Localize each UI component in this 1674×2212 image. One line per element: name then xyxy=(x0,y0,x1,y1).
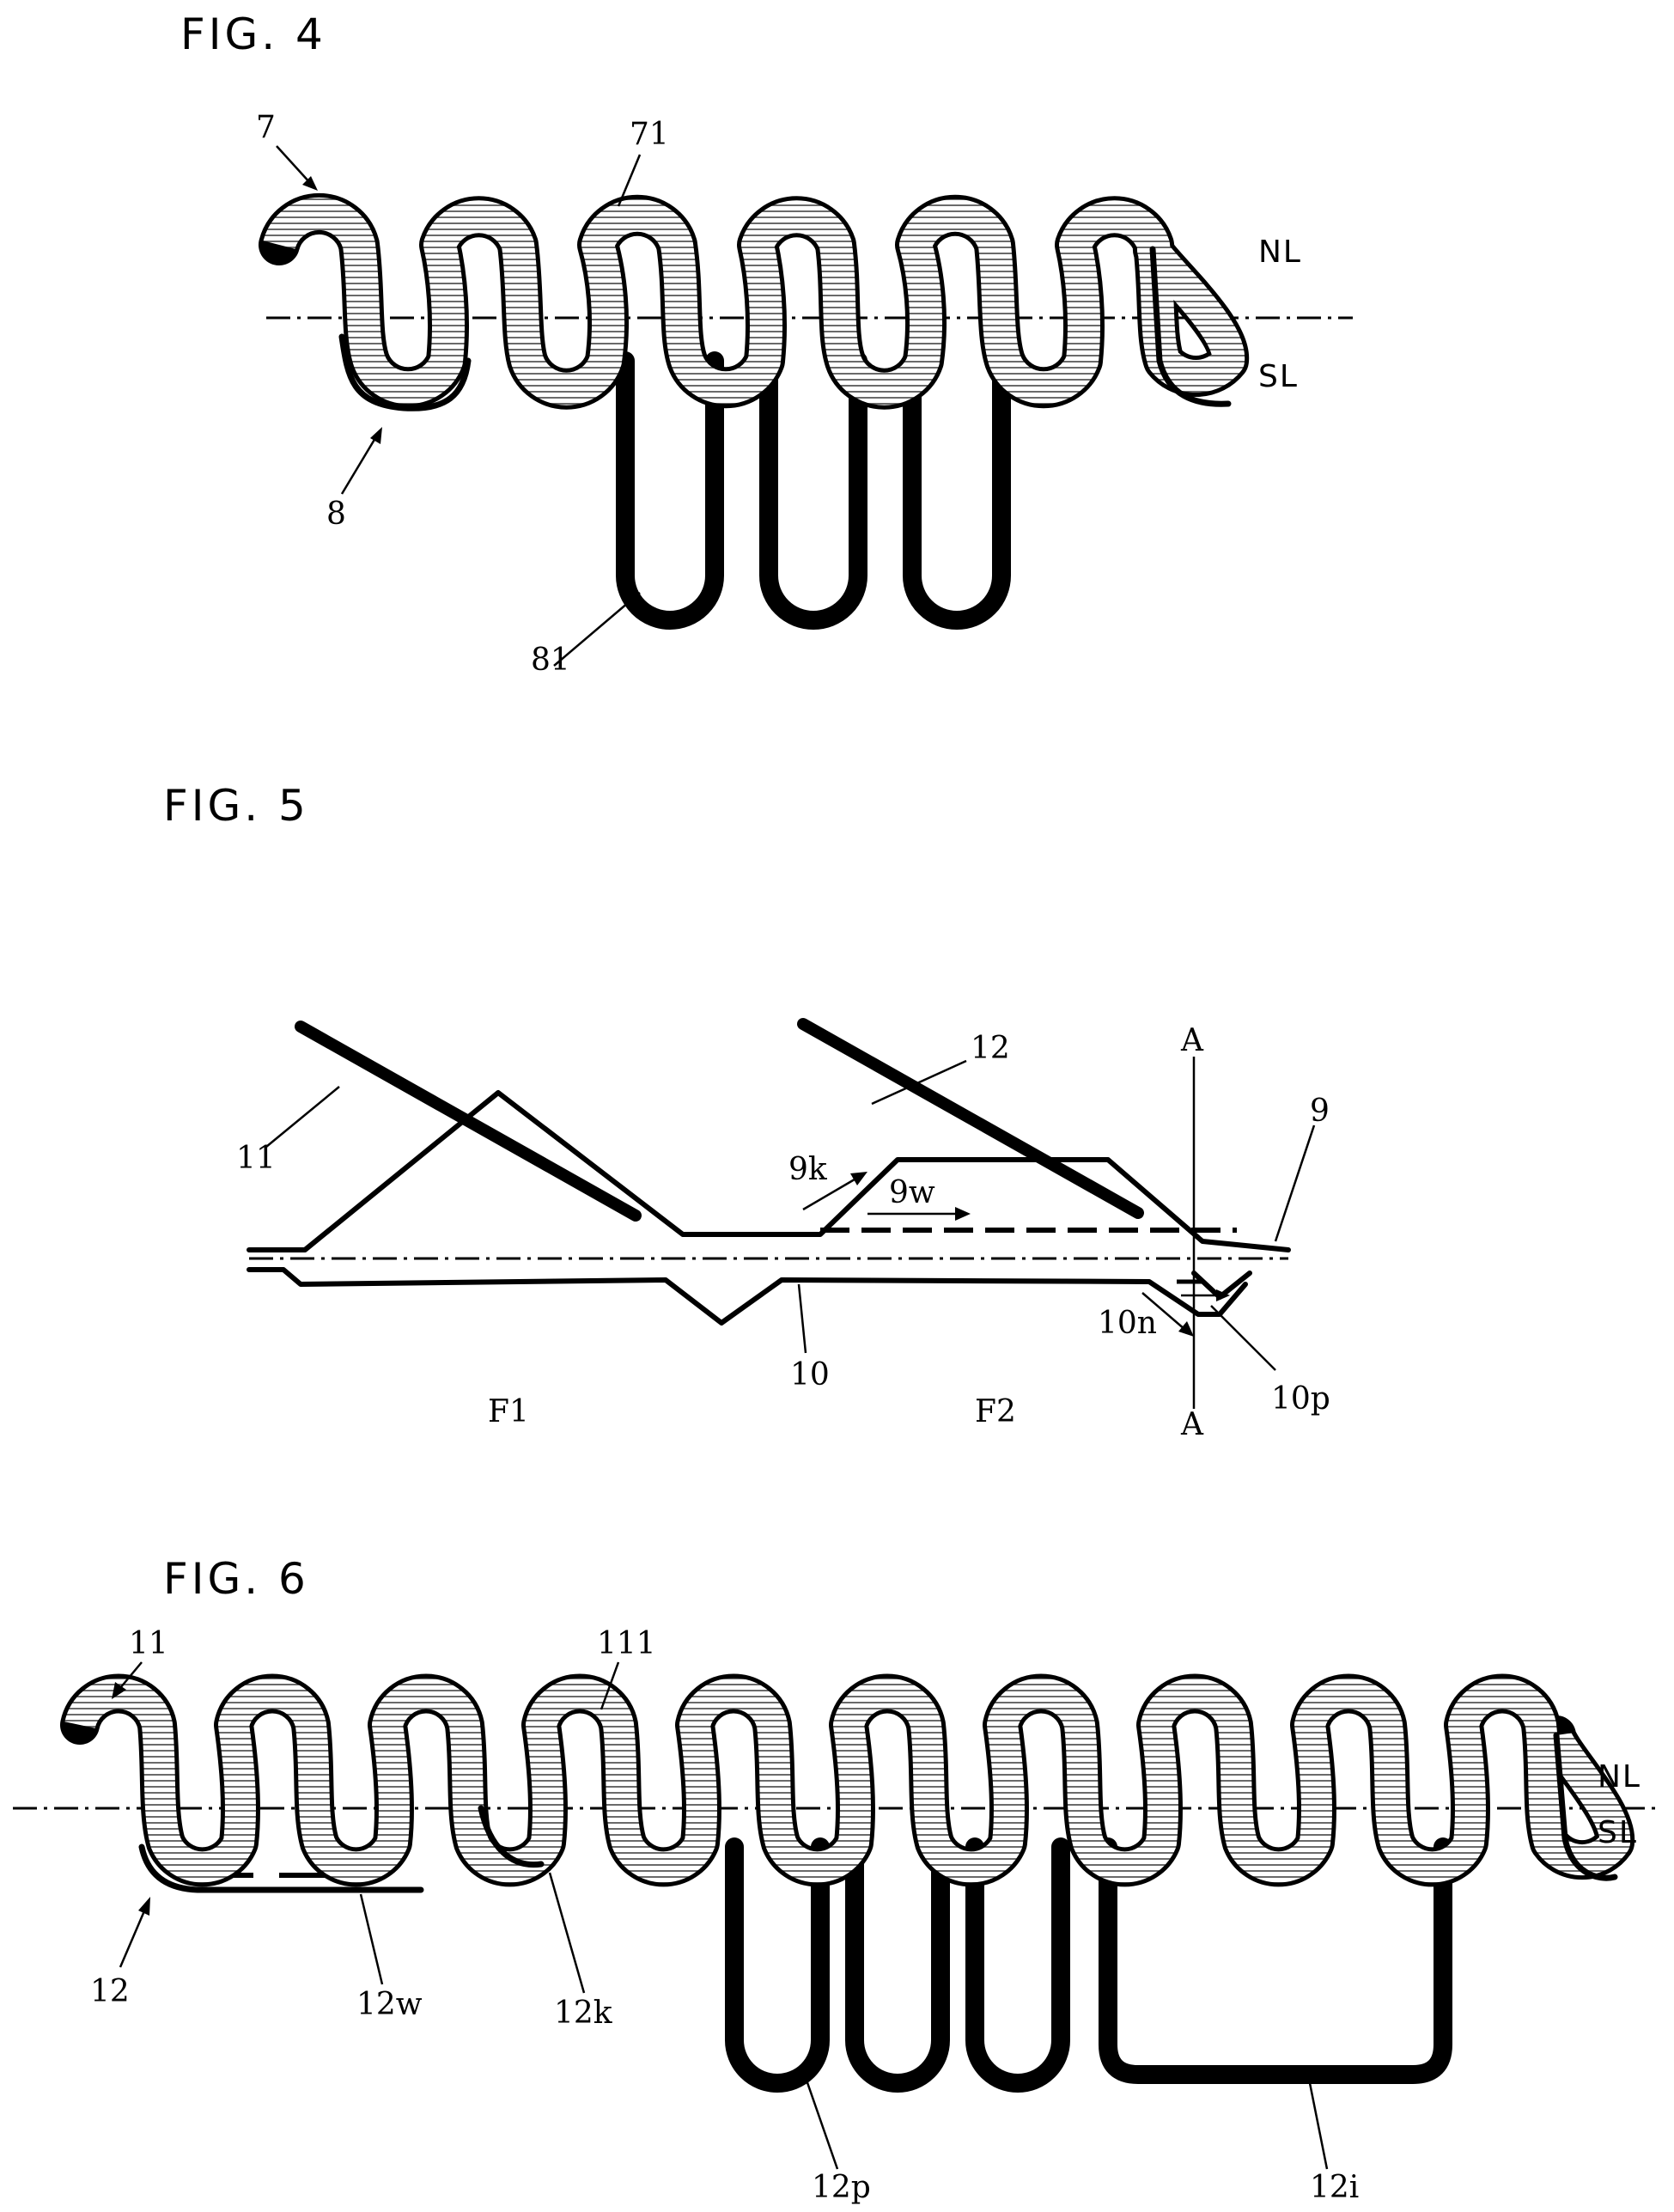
fig5-label-10n: 10n xyxy=(1098,1306,1157,1341)
fig4-label-71: 71 xyxy=(630,117,669,152)
fig4-label-nl: NL xyxy=(1258,235,1302,270)
fig6-pile-loops xyxy=(734,1847,1061,2083)
fig5-label-11: 11 xyxy=(236,1141,276,1176)
fig6-title: FIG. 6 xyxy=(163,1554,309,1604)
fig4-title: FIG. 4 xyxy=(180,9,326,59)
fig6-label-12p: 12p xyxy=(812,2170,871,2205)
fig6: FIG. 6 xyxy=(13,1554,1662,2205)
fig4-label-sl: SL xyxy=(1258,359,1299,394)
fig5-label-10: 10 xyxy=(790,1357,830,1392)
fig6-leader-12k xyxy=(550,1873,584,1993)
fig5-leader-10p xyxy=(1211,1306,1275,1370)
fig6-leader-12w xyxy=(361,1894,382,1984)
fig6-label-111: 111 xyxy=(597,1626,656,1661)
fig5-label-12: 12 xyxy=(971,1031,1010,1066)
fig5-label-9k: 9k xyxy=(788,1152,828,1187)
fig4-label-81: 81 xyxy=(531,643,570,678)
fig5-label-9: 9 xyxy=(1310,1094,1330,1129)
fig5-arrowhead-10n xyxy=(1178,1321,1194,1337)
fig4-leader-8 xyxy=(342,434,378,494)
fig5-arrowhead-9w xyxy=(955,1207,971,1221)
fig5-upper-cam xyxy=(249,1093,1288,1250)
fig5-arrowhead-9k xyxy=(850,1172,867,1185)
fig6-leader-12i xyxy=(1310,2083,1327,2169)
fig6-label-sl: SL xyxy=(1598,1815,1638,1850)
fig5-label-9w: 9w xyxy=(889,1175,935,1210)
fig4-leader-7 xyxy=(277,146,311,184)
fig5-needle-11 xyxy=(301,1027,636,1216)
fig5-label-a-top: A xyxy=(1180,1023,1204,1058)
fig5-title: FIG. 5 xyxy=(163,781,309,831)
fig6-fabric xyxy=(80,1694,1615,1868)
fig5-label-f2: F2 xyxy=(975,1394,1016,1429)
fig5-label-a-bottom: A xyxy=(1180,1407,1204,1442)
fig5: FIG. 5 11 12 A 9 9k 9w xyxy=(163,781,1330,1442)
fig6-label-12w: 12w xyxy=(356,1987,423,2022)
fig4-label-8: 8 xyxy=(326,497,346,532)
fig4-long-loops xyxy=(625,361,1001,620)
fig6-label-nl: NL xyxy=(1598,1759,1641,1795)
fig5-leader-11 xyxy=(266,1087,339,1147)
fig6-label-12i: 12i xyxy=(1310,2170,1359,2205)
fig4-arrowhead-8 xyxy=(370,427,382,444)
fig6-leader-12 xyxy=(120,1907,146,1967)
fig6-arrowhead-12 xyxy=(138,1897,150,1916)
fig5-leader-10 xyxy=(799,1284,806,1353)
fig4-label-7: 7 xyxy=(256,110,276,145)
fig5-label-f1: F1 xyxy=(488,1394,529,1429)
fig6-label-11: 11 xyxy=(129,1626,168,1661)
fig5-lower-cam xyxy=(249,1270,1245,1323)
fig6-leader-12p xyxy=(803,2070,837,2169)
fig5-label-10p: 10p xyxy=(1271,1381,1330,1417)
fig6-label-12: 12 xyxy=(90,1974,130,2009)
fig4-fabric xyxy=(279,214,1228,389)
fig4: FIG. 4 7 71 8 81 NL SL xyxy=(180,9,1353,678)
fig6-label-12k: 12k xyxy=(554,1996,613,2031)
fig5-leader-9 xyxy=(1275,1125,1314,1241)
